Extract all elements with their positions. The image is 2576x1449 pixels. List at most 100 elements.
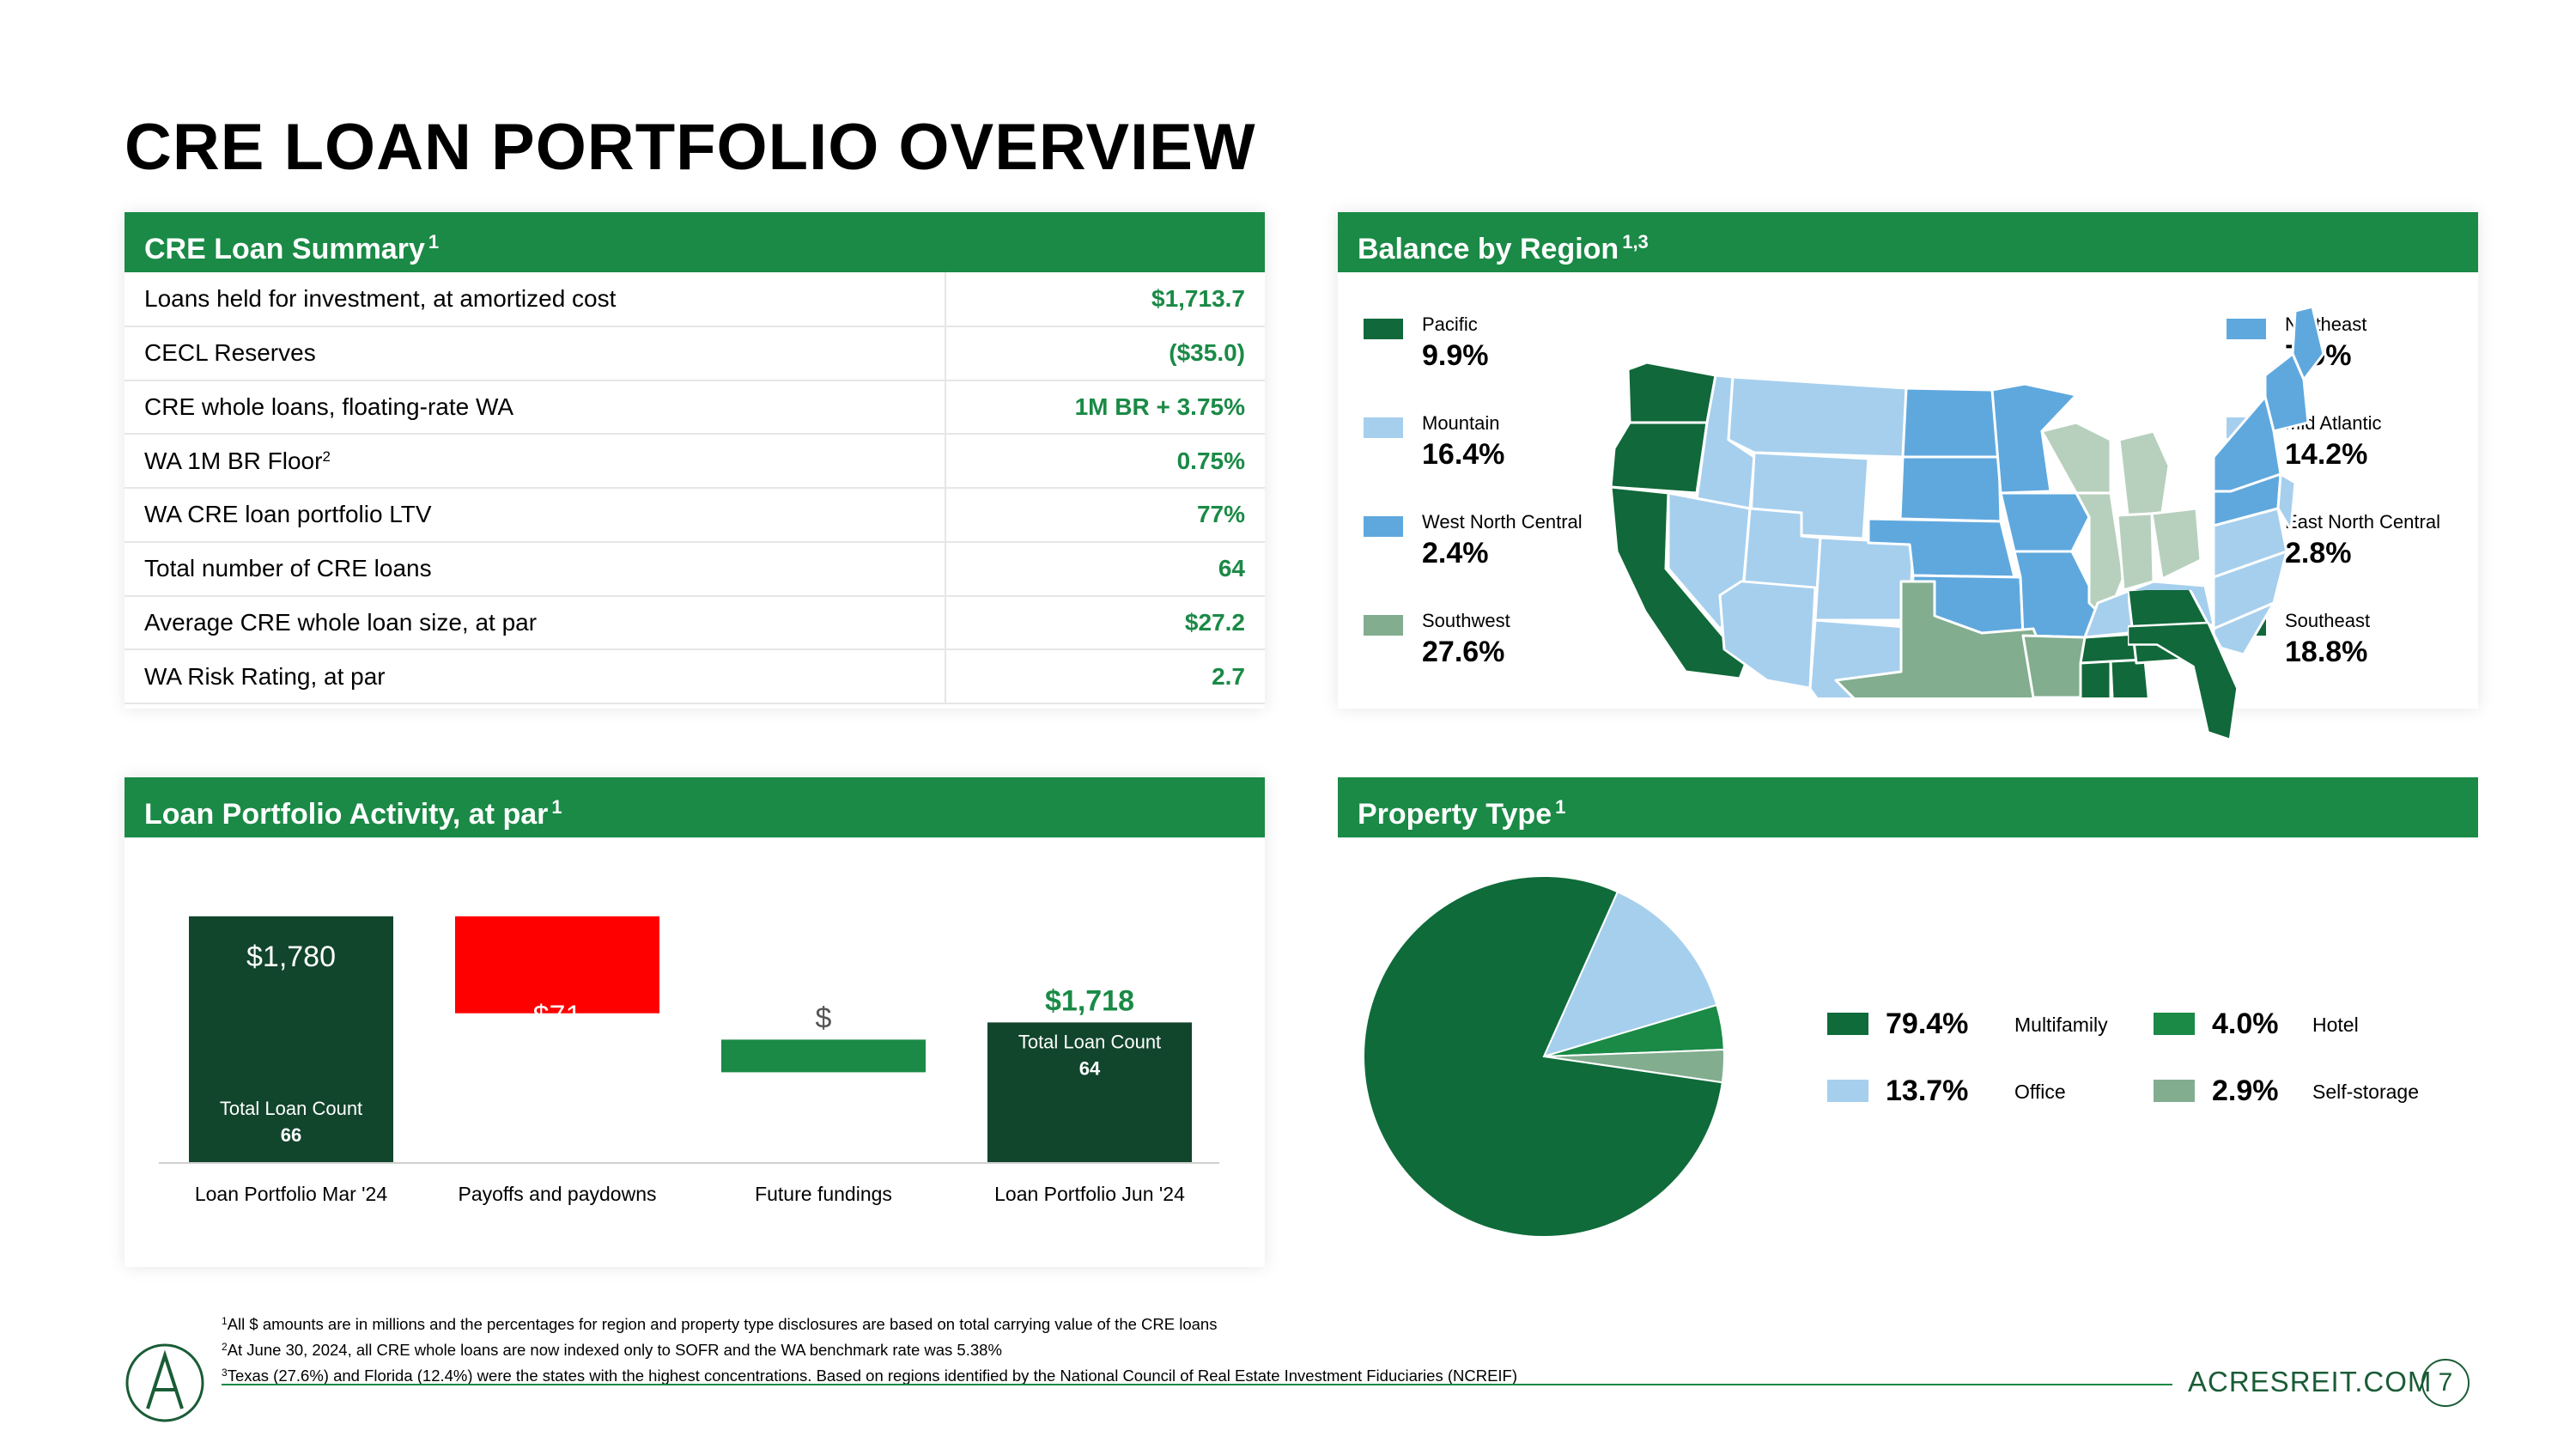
property-swatch (1827, 1080, 1868, 1102)
map-montana (1727, 375, 1908, 459)
footnote: 1All $ amounts are in millions and the p… (222, 1310, 1517, 1336)
summary-row: WA 1M BR Floor2 0.75% (125, 434, 1265, 489)
map-arizona (1718, 580, 1817, 690)
property-swatch (2154, 1013, 2195, 1035)
summary-table: Loans held for investment, at amortized … (125, 272, 1265, 704)
summary-row: Average CRE whole loan size, at par $27.2 (125, 595, 1265, 651)
waterfall-bar (189, 916, 393, 1162)
summary-row-label-text: WA CRE loan portfolio LTV (144, 501, 432, 528)
map-arkansas (2021, 634, 2087, 697)
region-swatch (2227, 319, 2266, 339)
property-header-sup: 1 (1555, 796, 1566, 818)
region-header-sup: 1,3 (1622, 231, 1649, 253)
summary-row-label-sup: 2 (322, 447, 331, 465)
us-region-map-southeast (2128, 590, 2239, 741)
waterfall-bar (455, 916, 659, 1014)
summary-header-sup: 1 (428, 231, 440, 253)
region-swatch (1364, 516, 1403, 537)
footnote-sup: 1 (222, 1315, 228, 1327)
summary-row-label: WA 1M BR Floor2 (125, 434, 946, 489)
property-header-label: Property Type (1358, 798, 1552, 831)
region-percent: 2.4% (1422, 537, 1489, 569)
map-iowa (1999, 491, 2091, 553)
region-percent: 18.8% (2285, 636, 2368, 668)
region-percent: 2.8% (2285, 537, 2352, 569)
map-mississippi (2079, 660, 2112, 697)
loan-count-label: Total Loan Count (1018, 1031, 1161, 1052)
map-texas (1834, 580, 2052, 697)
summary-row-value: ($35.0) (945, 326, 1265, 381)
map-south-carolina (2214, 601, 2275, 656)
us-region-map-east (2214, 305, 2325, 656)
summary-row-label: Total number of CRE loans (125, 541, 946, 597)
footnote: 3Texas (27.6%) and Florida (12.4%) were … (222, 1361, 1517, 1387)
property-type-panel: Property Type 1 79.4% Multifamily 13.7% Offi… (1338, 777, 2478, 1271)
loan-count-value: 64 (1079, 1057, 1101, 1079)
property-percent: 2.9% (2212, 1075, 2279, 1107)
region-name: Mountain (1422, 412, 1500, 434)
map-wisconsin (2040, 421, 2112, 495)
map-michigan (2117, 429, 2171, 517)
summary-row: Total number of CRE loans 64 (125, 541, 1265, 597)
summary-row: WA CRE loan portfolio LTV 77% (125, 488, 1265, 543)
brand-url[interactable]: ACRESREIT.COM (2188, 1366, 2433, 1397)
map-ohio (2150, 507, 2202, 581)
property-percent: 4.0% (2212, 1008, 2279, 1040)
summary-row-label: Loans held for investment, at amortized … (125, 272, 946, 327)
summary-row-value: $27.2 (945, 595, 1265, 651)
cre-loan-summary-panel: CRE Loan Summary 1 Loans held for investm… (125, 212, 1265, 709)
region-percent: 16.4% (1422, 438, 1505, 471)
map-washington (1626, 361, 1717, 424)
footnote-text: All $ amounts are in millions and the pe… (227, 1315, 1218, 1333)
loan-count-value: 66 (281, 1124, 301, 1146)
pie-slice (1542, 890, 1718, 1058)
waterfall-value-label: $1,780 (246, 941, 336, 973)
summary-row: WA Risk Rating, at par 2.7 (125, 649, 1265, 704)
map-alabama (2109, 658, 2150, 697)
activity-header-sup: 1 (551, 796, 562, 818)
summary-row-label-text: CRE whole loans, floating-rate WA (144, 393, 514, 420)
region-header-label: Balance by Region (1358, 233, 1619, 265)
page-number: 7 (2421, 1359, 2470, 1407)
summary-row-label: WA Risk Rating, at par (125, 649, 946, 704)
region-swatch (1364, 319, 1403, 339)
map-indiana (2116, 512, 2155, 592)
footnotes: 1All $ amounts are in millions and the p… (222, 1310, 1517, 1387)
region-swatch (1364, 417, 1403, 438)
loan-portfolio-activity-panel: Loan Portfolio Activity, at par 1 $1,780 T… (125, 777, 1265, 1267)
waterfall-value-label: $71 (533, 1000, 582, 1032)
map-missouri (2013, 550, 2099, 639)
summary-row-value: $1,713.7 (945, 272, 1265, 327)
summary-header-label: CRE Loan Summary (144, 233, 425, 265)
property-name: Hotel (2312, 1014, 2359, 1036)
footnote-sup: 3 (222, 1367, 228, 1379)
summary-row-label-text: CECL Reserves (144, 339, 316, 367)
pie-slice (1363, 875, 1723, 1238)
waterfall-value-label: $ (816, 1002, 832, 1034)
footnote-text: At June 30, 2024, all CRE whole loans ar… (227, 1341, 1002, 1359)
summary-row-label-text: Loans held for investment, at amortized … (144, 284, 617, 312)
region-name: Southeast (2285, 610, 2371, 631)
summary-row: CECL Reserves ($35.0) (125, 326, 1265, 381)
footnote-sup: 2 (222, 1341, 228, 1353)
property-swatch (1827, 1013, 1868, 1035)
waterfall-chart: $1,780 Total Loan Count 66 Loan Portfolio M… (159, 916, 1219, 1205)
activity-header: Loan Portfolio Activity, at par 1 (125, 777, 1265, 837)
property-name: Office (2014, 1081, 2066, 1103)
summary-row-label-text: Total number of CRE loans (144, 555, 432, 582)
property-percent: 13.7% (1886, 1075, 1969, 1107)
summary-row-value: 77% (945, 488, 1265, 543)
page-title: CRE LOAN PORTFOLIO OVERVIEW (125, 111, 1256, 184)
summary-row-label-text: Average CRE whole loan size, at par (144, 608, 538, 636)
waterfall-bar (987, 1022, 1192, 1162)
summary-row-label-text: WA 1M BR Floor (144, 447, 323, 474)
balance-by-region-panel: Balance by Region 1,3 Pacific 9.9% Mountain… (1338, 212, 2478, 741)
region-percent: 27.6% (1422, 636, 1505, 668)
us-region-map (1609, 361, 2214, 697)
footer-divider (222, 1384, 2172, 1385)
summary-row: Loans held for investment, at amortized … (125, 272, 1265, 327)
map-oregon (1609, 421, 1709, 495)
region-name: West North Central (1422, 511, 1583, 533)
property-pie-chart (1363, 875, 1725, 1238)
summary-row-value: 64 (945, 541, 1265, 597)
